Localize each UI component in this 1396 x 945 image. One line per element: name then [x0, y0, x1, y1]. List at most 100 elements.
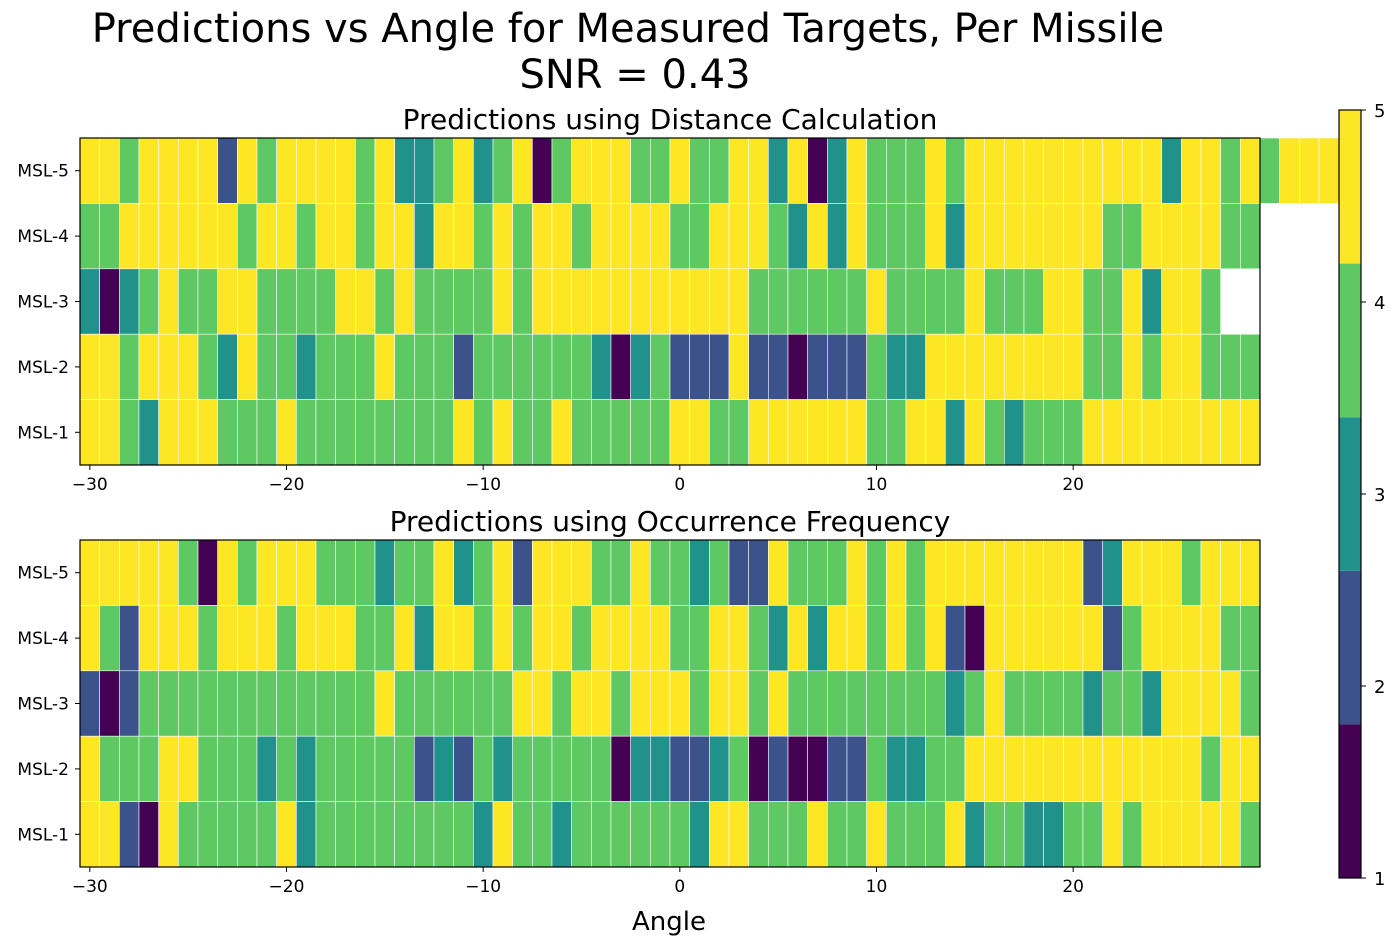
heatmap-cell — [827, 268, 848, 335]
heatmap-cell — [79, 539, 100, 606]
heatmap-cell — [787, 268, 808, 335]
heatmap-cell — [709, 137, 730, 204]
heatmap-cell — [1023, 333, 1044, 400]
heatmap-cell — [119, 801, 140, 868]
heatmap-cell — [492, 333, 513, 400]
heatmap-cell — [79, 399, 100, 466]
heatmap-cell — [217, 333, 238, 400]
heatmap-cell — [394, 203, 415, 270]
heatmap-cell — [1141, 203, 1162, 270]
heatmap-cell — [414, 670, 435, 737]
heatmap-cell — [1043, 399, 1064, 466]
heatmap-cell — [1122, 137, 1143, 204]
heatmap-cell — [1004, 399, 1025, 466]
heatmap-cell — [512, 605, 533, 672]
heatmap-cell — [591, 268, 612, 335]
heatmap-cell — [1141, 333, 1162, 400]
heatmap-cell — [355, 801, 376, 868]
heatmap-cell — [197, 605, 218, 672]
heatmap-cell — [138, 801, 159, 868]
heatmap-cell — [178, 137, 199, 204]
heatmap-cell — [945, 203, 966, 270]
heatmap-cell — [964, 605, 985, 672]
heatmap-cell — [571, 670, 592, 737]
heatmap-cell — [650, 735, 671, 802]
heatmap-cell — [866, 333, 887, 400]
heatmap-cell — [256, 137, 277, 204]
heatmap-cell — [827, 333, 848, 400]
heatmap-cell — [99, 333, 120, 400]
heatmap-cell — [945, 333, 966, 400]
heatmap-cell — [1023, 801, 1044, 868]
heatmap-cell — [414, 539, 435, 606]
heatmap-cell — [237, 137, 258, 204]
colorbar: 1 2 3 4 5 — [1338, 101, 1385, 890]
heatmap-cell — [512, 539, 533, 606]
heatmap-cell — [79, 801, 100, 868]
panel-title: Predictions using Distance Calculation — [403, 103, 938, 136]
heatmap-cell — [650, 801, 671, 868]
heatmap-cell — [492, 137, 513, 204]
heatmap-cell — [374, 801, 395, 868]
heatmap-cell — [217, 801, 238, 868]
heatmap-cell — [1004, 137, 1025, 204]
heatmap-cell — [473, 268, 494, 335]
heatmap-cell — [237, 333, 258, 400]
heatmap-cell — [886, 333, 907, 400]
heatmap-cell — [768, 801, 789, 868]
heatmap-cell — [512, 268, 533, 335]
heatmap-cell — [669, 670, 690, 737]
heatmap-cell — [1102, 399, 1123, 466]
heatmap-cell — [433, 333, 454, 400]
heatmap-cell — [591, 735, 612, 802]
heatmap-cell — [787, 399, 808, 466]
heatmap-cell — [1220, 670, 1241, 737]
heatmap-cell — [1023, 203, 1044, 270]
heatmap-cell — [1004, 605, 1025, 672]
heatmap-cell — [984, 268, 1005, 335]
heatmap-cell — [453, 268, 474, 335]
heatmap-cell — [669, 137, 690, 204]
heatmap-cell — [453, 670, 474, 737]
heatmap-cell — [414, 137, 435, 204]
y-tick-label: MSL-1 — [17, 825, 69, 845]
heatmap-cell — [787, 333, 808, 400]
heatmap-cell — [1181, 137, 1202, 204]
heatmap-cell — [984, 801, 1005, 868]
heatmap-cell — [178, 333, 199, 400]
heatmap-cell — [237, 268, 258, 335]
heatmap-cell — [1023, 735, 1044, 802]
heatmap-cell — [669, 539, 690, 606]
heatmap-cell — [787, 539, 808, 606]
y-tick-label: MSL-3 — [17, 695, 69, 715]
heatmap-cell — [335, 137, 356, 204]
heatmap-cell — [237, 539, 258, 606]
heatmap-cell — [1200, 333, 1221, 400]
heatmap-cell — [1220, 735, 1241, 802]
heatmap-cell — [256, 539, 277, 606]
heatmap-cell — [256, 399, 277, 466]
heatmap-cell — [138, 333, 159, 400]
y-tick-label: MSL-5 — [17, 564, 69, 584]
heatmap-cell — [964, 399, 985, 466]
heatmap-cell — [355, 605, 376, 672]
heatmap-cell — [394, 539, 415, 606]
heatmap-cell — [276, 735, 297, 802]
heatmap-cell — [532, 137, 553, 204]
heatmap-cell — [374, 268, 395, 335]
heatmap-cell — [119, 399, 140, 466]
heatmap-cell — [787, 801, 808, 868]
heatmap-cell — [591, 137, 612, 204]
heatmap-cell — [276, 333, 297, 400]
heatmap-cell — [1220, 137, 1241, 204]
heatmap-cell — [866, 137, 887, 204]
heatmap-cell — [394, 670, 415, 737]
colorbar-tick-label: 1 — [1374, 869, 1385, 890]
heatmap-cell — [492, 203, 513, 270]
heatmap-cell — [886, 539, 907, 606]
heatmap-cell — [630, 137, 651, 204]
heatmap-cell — [178, 268, 199, 335]
heatmap-cell — [296, 203, 317, 270]
heatmap-cell — [551, 670, 572, 737]
